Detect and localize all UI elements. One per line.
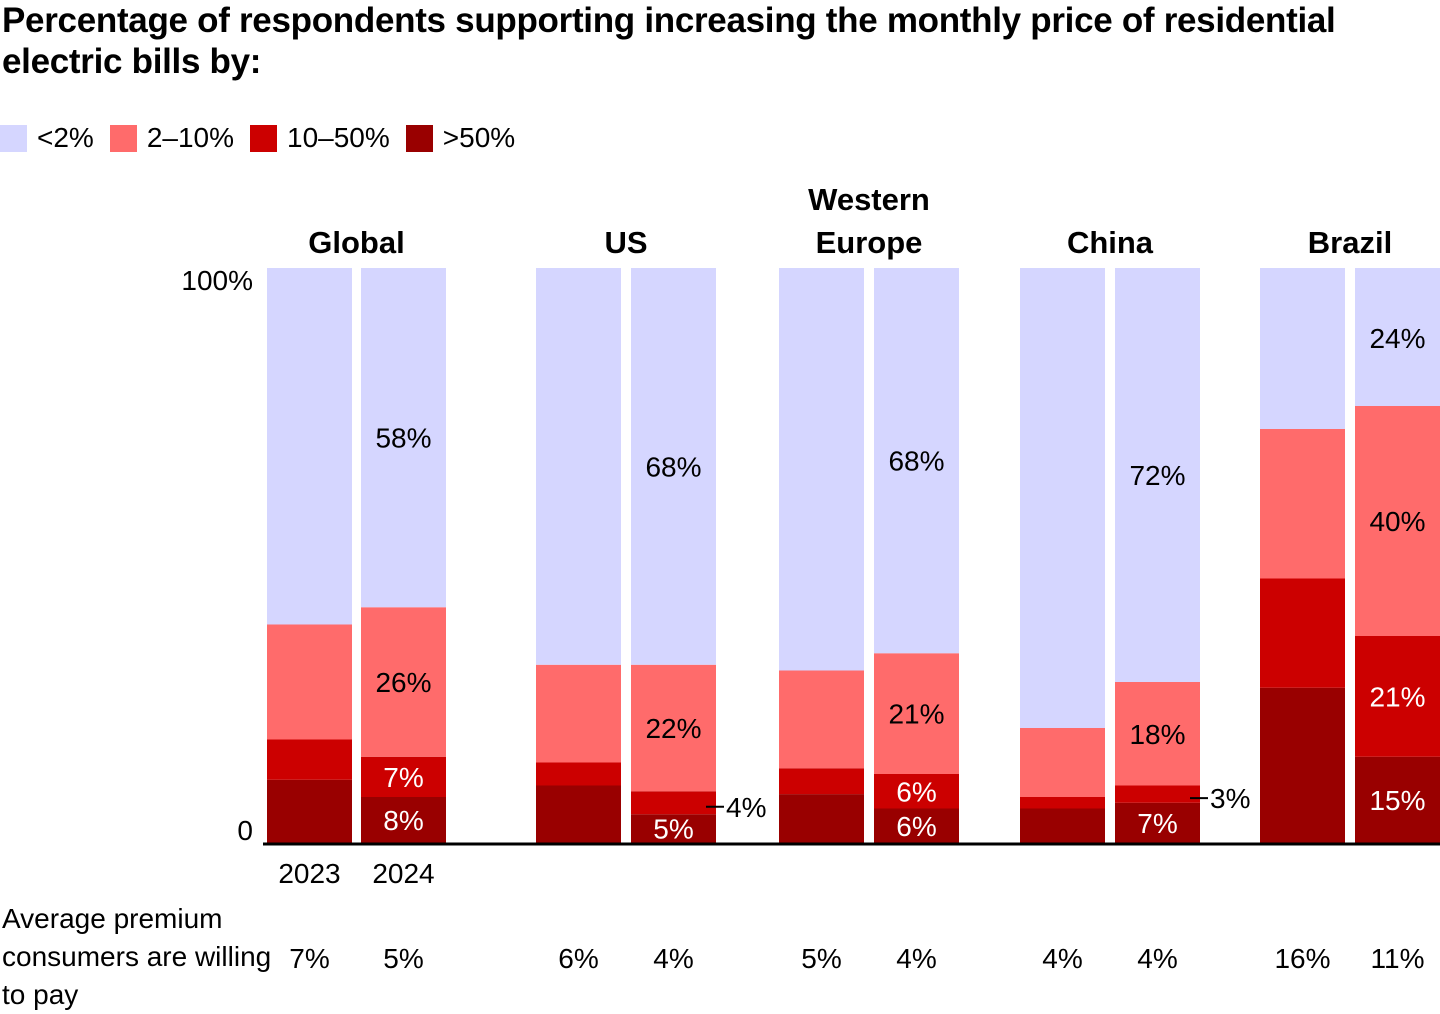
data-label: 4% (726, 792, 766, 823)
group-title: Brazil (1308, 225, 1392, 260)
data-label: 68% (888, 446, 944, 477)
premium-value: 4% (896, 943, 936, 974)
data-label: 8% (383, 805, 423, 836)
data-label: 21% (1369, 681, 1425, 712)
chart-title: Percentage of respondents supporting inc… (2, 1, 1336, 81)
premium-value: 6% (558, 943, 598, 974)
bar-segment (631, 814, 716, 843)
data-label: 24% (1369, 323, 1425, 354)
bar-segment (1260, 429, 1345, 579)
bar-segment (1020, 268, 1105, 728)
bar-segment (267, 268, 352, 625)
legend-label: 2–10% (146, 122, 235, 153)
bar-segment (267, 779, 352, 843)
bar-segment (267, 624, 352, 740)
premium-value: 4% (1137, 943, 1177, 974)
bar-segment (1355, 268, 1440, 406)
bar-segment (1020, 808, 1105, 843)
legend-item: <2% (0, 122, 94, 154)
bar-segment (1020, 797, 1105, 809)
bar-segment (779, 768, 864, 795)
legend-label: 10–50% (287, 122, 390, 153)
data-label: 68% (645, 451, 701, 482)
group-title: Western (808, 182, 930, 217)
legend-swatch (250, 124, 278, 152)
data-label: 22% (645, 713, 701, 744)
premium-value: 4% (1042, 943, 1082, 974)
bar-segment (1115, 802, 1200, 843)
bar-segment (267, 739, 352, 780)
legend-item: 10–50% (250, 122, 390, 154)
data-label: 21% (888, 699, 944, 730)
bar-segment (1260, 687, 1345, 843)
bar-segment (874, 268, 959, 654)
bar-segment (536, 762, 621, 786)
bar-segment (1355, 756, 1440, 843)
y-tick-label: 100% (181, 265, 253, 296)
premium-row-label: Average premium consumers are willing to… (2, 903, 272, 1010)
bar-segment (536, 268, 621, 665)
bar-segment (361, 268, 446, 608)
premium-value: 7% (289, 943, 329, 974)
bar-segment (361, 607, 446, 757)
x-tick-label: 2023 (278, 858, 340, 889)
group-title: Global (308, 225, 404, 260)
bar-segment (1115, 268, 1200, 682)
group-title: US (604, 225, 647, 260)
data-label: 15% (1369, 785, 1425, 816)
data-label: 18% (1129, 719, 1185, 750)
bar-segment (779, 670, 864, 769)
bar-segment (1355, 636, 1440, 757)
legend: <2% 2–10% 10–50% >50% (0, 122, 531, 154)
data-label: 40% (1369, 506, 1425, 537)
bar-segment (874, 653, 959, 774)
data-label: 72% (1129, 460, 1185, 491)
bar-segment (779, 268, 864, 671)
bar-segment (361, 797, 446, 843)
x-tick-label: 2024 (372, 858, 434, 889)
premium-value: 5% (383, 943, 423, 974)
bar-segment (874, 774, 959, 809)
data-label: 26% (375, 667, 431, 698)
data-label: 6% (896, 811, 936, 842)
bar-segment (874, 808, 959, 843)
data-label: 7% (383, 762, 423, 793)
data-label: 7% (1137, 808, 1177, 839)
legend-swatch (405, 124, 433, 152)
bar-segment (1260, 578, 1345, 688)
premium-value: 5% (801, 943, 841, 974)
legend-item: 2–10% (109, 122, 235, 154)
bar-segment (536, 785, 621, 843)
bar-segment (631, 268, 716, 665)
bar-segment (1355, 406, 1440, 636)
data-label: 58% (375, 423, 431, 454)
premium-value: 4% (653, 943, 693, 974)
bar-segment (1115, 682, 1200, 786)
legend-label: <2% (37, 122, 94, 153)
bar-segment (631, 791, 716, 815)
data-label: 3% (1210, 783, 1250, 814)
legend-swatch (0, 124, 27, 152)
bar-segment (536, 664, 621, 763)
legend-swatch (109, 124, 137, 152)
data-label: 5% (653, 814, 693, 845)
data-label: 6% (896, 776, 936, 807)
group-title: China (1067, 225, 1154, 260)
bar-segment (361, 756, 446, 797)
premium-value: 16% (1274, 943, 1330, 974)
y-tick-label: 0 (237, 815, 253, 846)
bar-segment (1115, 785, 1200, 803)
bar-segment (1260, 268, 1345, 429)
bar-segment (779, 794, 864, 843)
legend-label: >50% (442, 122, 516, 153)
legend-item: >50% (405, 122, 516, 154)
premium-value: 11% (1371, 943, 1425, 974)
group-title: Europe (816, 225, 923, 260)
bar-segment (631, 664, 716, 792)
bar-segment (1020, 728, 1105, 797)
